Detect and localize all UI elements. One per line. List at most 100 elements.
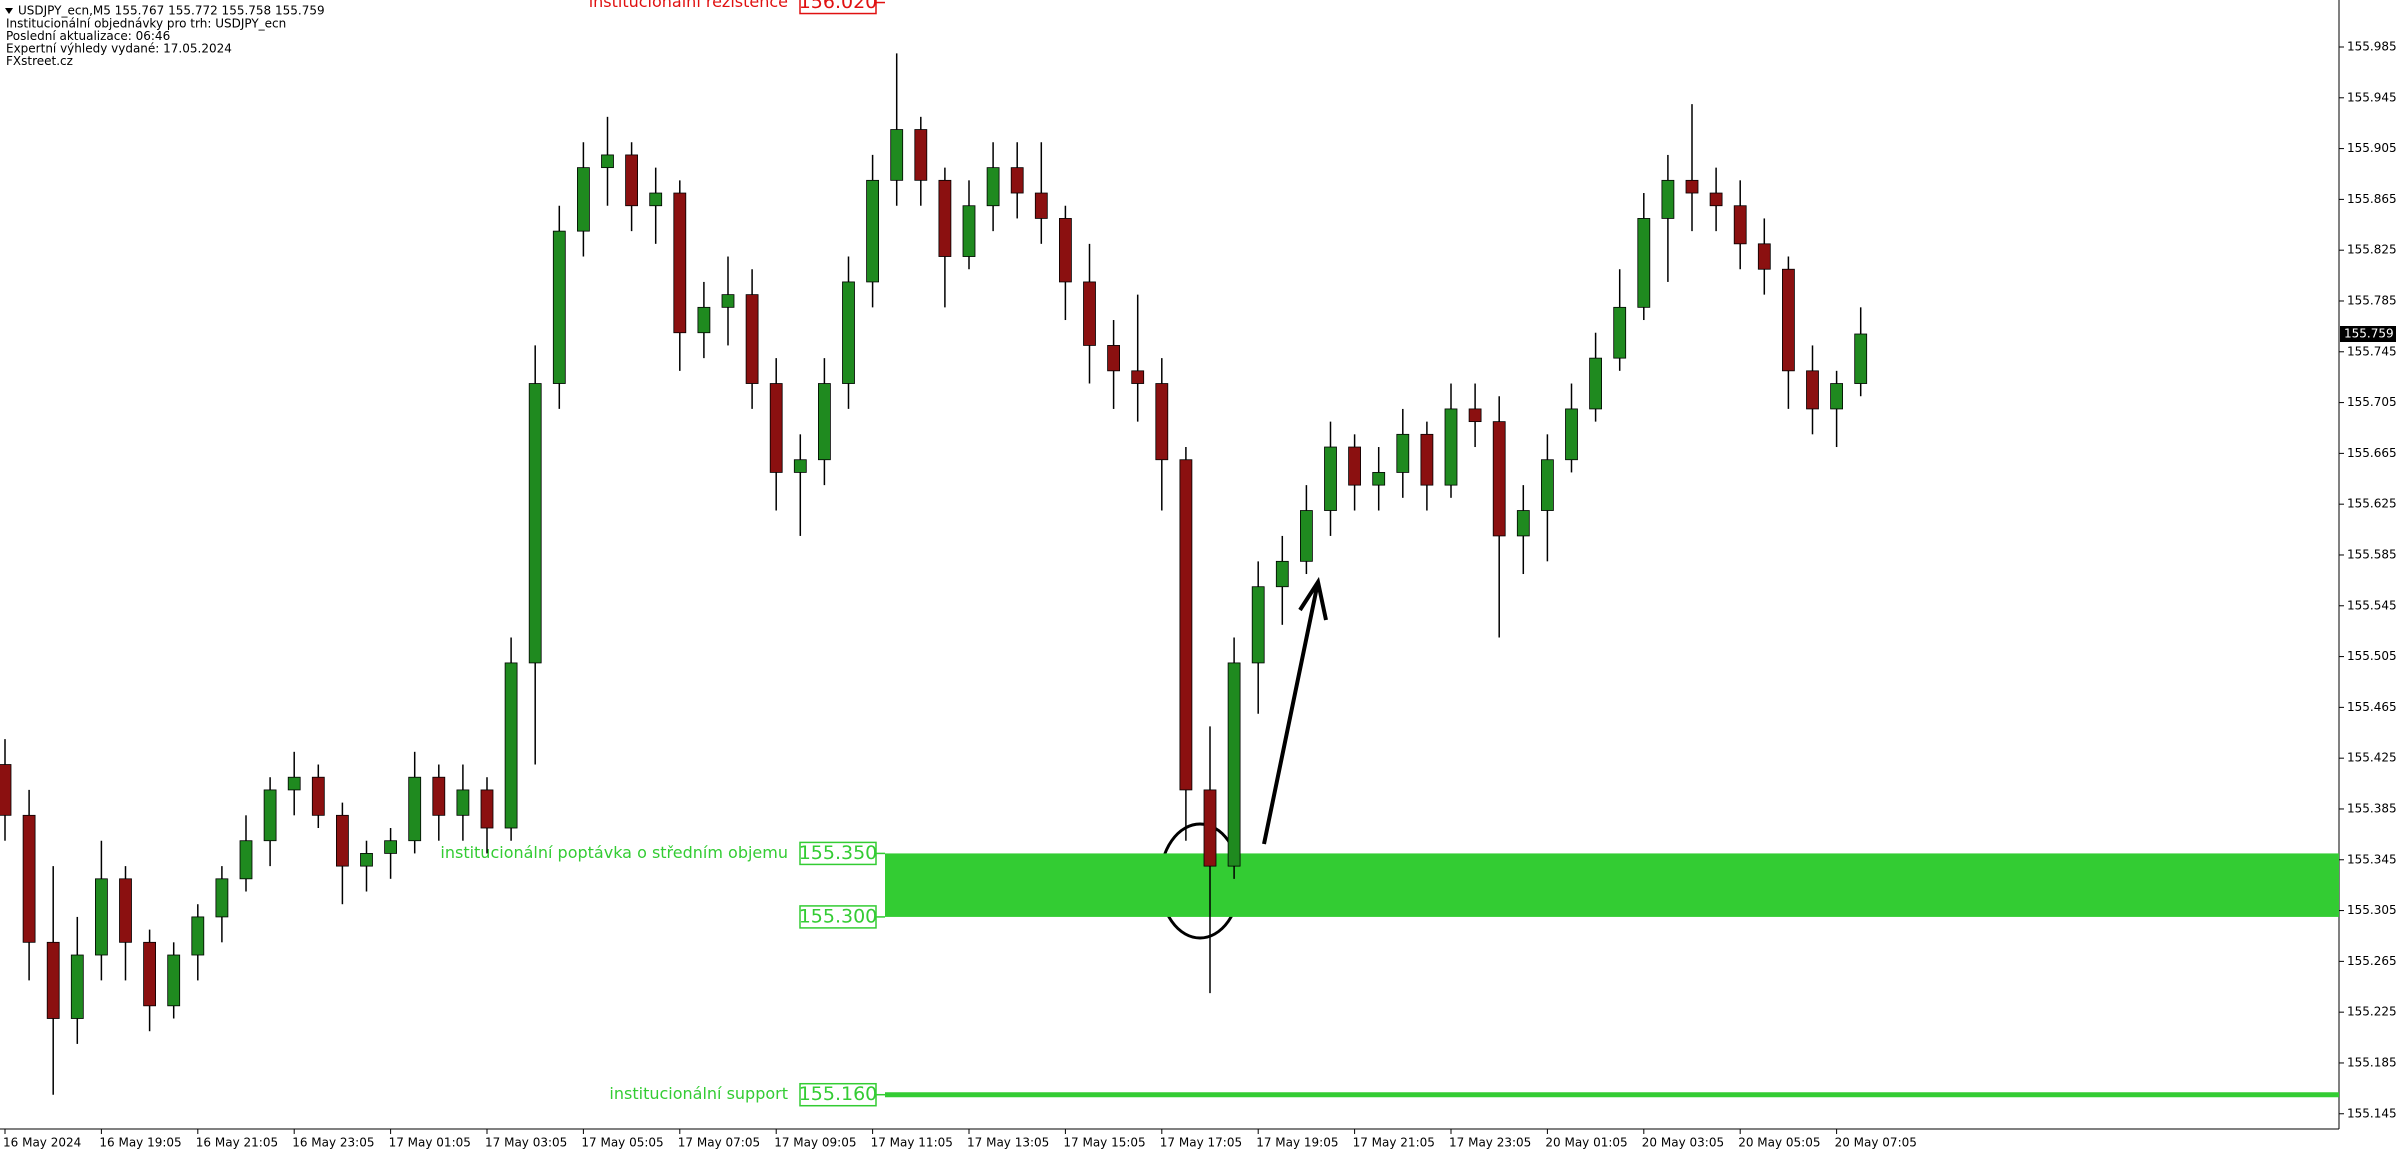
x-tick-label: 20 May 01:05 [1545, 1136, 1627, 1150]
candle-body [986, 167, 1000, 207]
x-tick-label: 16 May 23:05 [292, 1136, 374, 1150]
candle-body [1010, 167, 1024, 194]
candle-body [1854, 333, 1868, 384]
y-tick-label: 155.545 [2347, 598, 2396, 612]
candle-body [46, 941, 60, 1019]
demand-top-price: 155.350 [799, 842, 878, 864]
candle-body [1324, 446, 1337, 511]
candle-body [1565, 408, 1578, 461]
current-price-box [2340, 326, 2396, 343]
x-tick-label: 17 May 11:05 [871, 1136, 953, 1150]
candle-body [649, 192, 663, 207]
candle-body [962, 205, 976, 257]
candle-body [480, 789, 494, 829]
candle-body [1492, 421, 1506, 537]
y-tick-label: 155.785 [2347, 293, 2396, 307]
candle-body [1589, 357, 1602, 410]
y-tick-label: 155.745 [2347, 344, 2396, 358]
x-tick-label: 17 May 21:05 [1353, 1136, 1435, 1150]
y-tick-label: 155.385 [2347, 801, 2396, 815]
candle-body [1034, 192, 1048, 219]
x-tick-label: 17 May 05:05 [581, 1136, 663, 1150]
candle-body [167, 954, 181, 1007]
x-tick-label: 17 May 17:05 [1160, 1136, 1242, 1150]
candle-body [1227, 662, 1241, 867]
y-tick-label: 155.665 [2347, 446, 2396, 460]
y-tick-label: 155.905 [2347, 141, 2396, 155]
candle-body [1396, 433, 1410, 473]
info-line: Expertní výhledy vydané: 17.05.2024 [6, 42, 232, 56]
x-tick-label: 17 May 03:05 [485, 1136, 567, 1150]
candle-body [215, 878, 229, 918]
candle-body [890, 129, 904, 181]
candle-body [1083, 281, 1096, 346]
candle-body [311, 776, 325, 816]
candle-body [1179, 459, 1193, 791]
candle-body [1275, 560, 1289, 588]
x-tick-label: 17 May 19:05 [1256, 1136, 1338, 1150]
resistance-price: 156.020 [799, 0, 878, 13]
candle-body [360, 853, 373, 867]
candle-body [1830, 383, 1843, 410]
candle-body [1782, 268, 1795, 372]
candle-body [70, 954, 84, 1019]
candle-body [408, 776, 422, 842]
x-tick-label: 17 May 13:05 [967, 1136, 1049, 1150]
candle-body [914, 129, 928, 181]
candle-body [938, 179, 952, 257]
y-tick-label: 155.145 [2347, 1106, 2396, 1120]
candle-body [1757, 243, 1771, 270]
y-tick-label: 155.465 [2347, 700, 2396, 714]
arrow [1262, 576, 1328, 845]
x-tick-label: 17 May 01:05 [389, 1136, 471, 1150]
candle-body [866, 179, 879, 283]
candle-body [769, 383, 783, 473]
candle-body [1059, 218, 1072, 283]
candle-body [1613, 306, 1627, 359]
candle-body [1685, 179, 1699, 194]
chart-title: USDJPY_ecn,M5 155.767 155.772 155.758 15… [18, 4, 325, 18]
x-tick-label: 17 May 09:05 [774, 1136, 856, 1150]
candle-body [0, 764, 12, 816]
resistance-label: institucionální rezistence [589, 0, 788, 11]
candle-body [1372, 472, 1386, 486]
candle-body [22, 814, 36, 943]
y-tick-label: 155.425 [2347, 751, 2396, 765]
support-price: 155.160 [799, 1083, 878, 1105]
candle-body [1420, 433, 1434, 486]
candle-body [625, 154, 638, 207]
candle-body [143, 941, 157, 1007]
demand-zone [885, 853, 2339, 917]
candle-body [384, 840, 398, 854]
y-tick-label: 155.945 [2347, 90, 2396, 104]
candle-body [793, 459, 807, 473]
candle-body [601, 154, 614, 169]
y-tick-label: 155.585 [2347, 547, 2396, 561]
y-tick-label: 155.345 [2347, 852, 2396, 866]
candle-body [552, 230, 566, 384]
candle-body [577, 167, 590, 232]
y-tick-label: 155.625 [2347, 497, 2396, 511]
x-tick-label: 16 May 19:05 [99, 1136, 181, 1150]
collapse-icon[interactable] [5, 8, 13, 14]
candle-body [1251, 586, 1265, 664]
x-tick-label: 20 May 05:05 [1738, 1136, 1820, 1150]
y-tick-label: 155.705 [2347, 395, 2396, 409]
candle-body [1709, 192, 1723, 207]
candle-body [1107, 345, 1120, 372]
candle-body [1444, 408, 1458, 486]
x-tick-label: 17 May 23:05 [1449, 1136, 1531, 1150]
y-tick-label: 155.305 [2347, 903, 2396, 917]
y-tick-label: 155.225 [2347, 1005, 2396, 1019]
y-tick-label: 155.265 [2347, 954, 2396, 968]
candle-body [842, 281, 855, 384]
candle-body [818, 383, 831, 461]
candle-body [263, 789, 277, 842]
x-tick-label: 16 May 2024 [3, 1136, 81, 1150]
candle-body [239, 840, 253, 880]
demand-zone-label: institucionální poptávka o středním obje… [440, 843, 788, 862]
candle-body [335, 814, 349, 867]
y-tick-label: 155.505 [2347, 649, 2396, 663]
